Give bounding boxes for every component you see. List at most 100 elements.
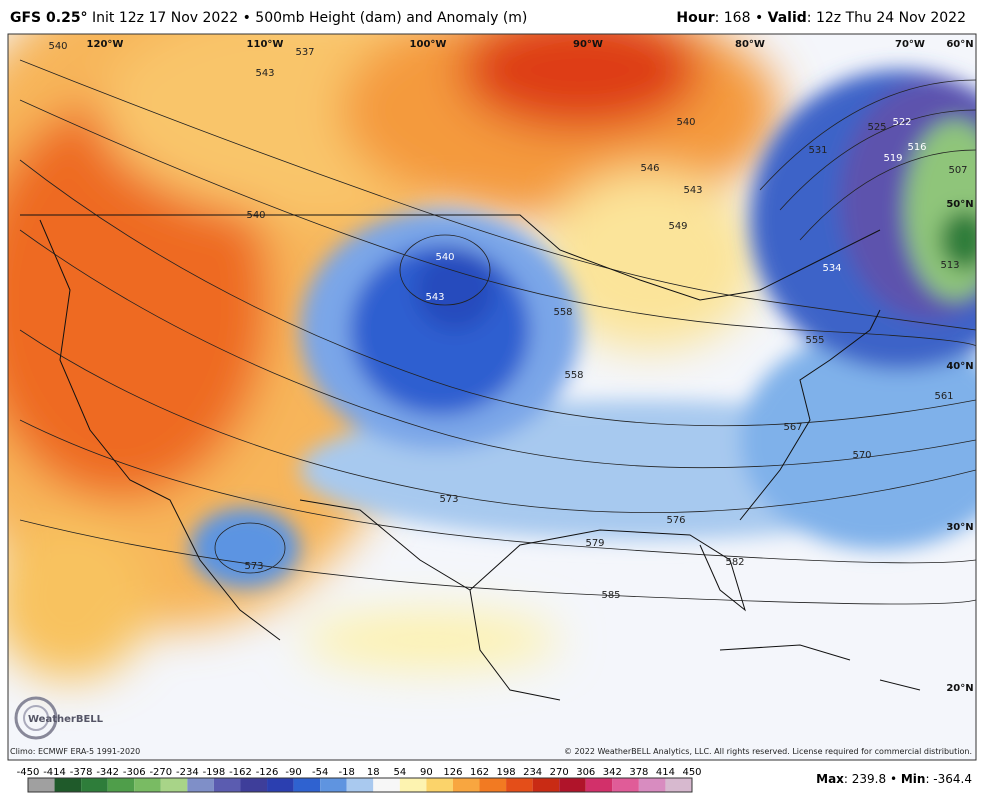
logo-text: WeatherBELL [28, 714, 104, 725]
colorbar-label: 306 [576, 767, 595, 778]
latitude-label: 50°N [946, 199, 973, 210]
color-swatch [134, 778, 161, 792]
contour-label: 507 [948, 165, 967, 176]
color-swatch [612, 778, 639, 792]
colorbar-label: -162 [229, 767, 252, 778]
model: GFS 0.25° [10, 10, 88, 26]
contour-label: 546 [640, 163, 659, 174]
climo: Climo: ECMWF ERA-5 1991-2020 [10, 747, 140, 756]
logo: WeatherBELL [14, 696, 104, 740]
colorbar-label: 54 [393, 767, 406, 778]
colorbar-label: 234 [523, 767, 542, 778]
contour-label: 531 [808, 145, 827, 156]
longitude-label: 80°W [735, 39, 765, 50]
contour-label: 585 [601, 590, 620, 601]
color-swatch [160, 778, 188, 792]
color-swatch [373, 778, 400, 792]
contour-labels: 540 543 537 540 540 546 543 549 540 543 … [48, 41, 967, 601]
color-swatch [81, 778, 108, 792]
contour-label: 540 [435, 252, 454, 263]
colorbar-label: -306 [123, 767, 146, 778]
colorbar: -450 -414 -378 -342 -306 -270 -234 -198 -162 -126… [17, 767, 702, 793]
colorbar-label: 198 [497, 767, 516, 778]
contour-label: 576 [666, 515, 685, 526]
color-swatch [346, 778, 374, 792]
contour-label: 573 [244, 561, 263, 572]
hour-value: : 168 • [715, 10, 768, 26]
color-swatch [479, 778, 507, 792]
latitude-label: 30°N [946, 522, 973, 533]
longitude-label: 90°W [573, 39, 603, 50]
color-swatch [213, 778, 241, 792]
contour-label: 543 [425, 292, 444, 303]
contour-label: 513 [940, 260, 959, 271]
contour-label: 540 [676, 117, 695, 128]
colorbar-label: -234 [176, 767, 199, 778]
header-left: GFS 0.25° Init 12z 17 Nov 2022 • 500mb H… [10, 10, 527, 26]
color-swatch [426, 778, 453, 792]
colorbar-label: -198 [203, 767, 226, 778]
contour-label: 540 [48, 41, 67, 52]
max-value: : 239.8 • [844, 772, 901, 786]
longitude-label: 70°W [895, 39, 925, 50]
color-swatch [452, 778, 480, 792]
longitude-label: 120°W [87, 39, 124, 50]
contour-label: 570 [852, 450, 871, 461]
color-swatch [665, 778, 692, 792]
colorbar-label: 18 [367, 767, 380, 778]
colorbar-label: -90 [285, 767, 301, 778]
hour-label: Hour [676, 10, 714, 26]
color-swatch [107, 778, 135, 792]
copyright: © 2022 WeatherBELL Analytics, LLC. All r… [564, 747, 972, 756]
contour-label: 555 [805, 335, 824, 346]
graticule-labels: 120°W 110°W 100°W 90°W 80°W 70°W 60°N 50… [87, 39, 974, 694]
contour-label: 567 [783, 422, 802, 433]
longitude-label: 110°W [247, 39, 284, 50]
color-swatch [585, 778, 613, 792]
contour-label: 543 [255, 68, 274, 79]
contour-label: 540 [246, 210, 265, 221]
colorbar-label: -414 [43, 767, 66, 778]
color-swatch [506, 778, 533, 792]
valid-value: : 12z Thu 24 Nov 2022 [807, 10, 966, 26]
colorbar-label: 162 [470, 767, 489, 778]
color-swatch [532, 778, 560, 792]
footer-stats: Max: 239.8 • Min: -364.4 [816, 772, 972, 786]
contour-label: 579 [585, 538, 604, 549]
contour-label: 558 [564, 370, 583, 381]
colorbar-label: 342 [603, 767, 622, 778]
contour-label: 561 [934, 391, 953, 402]
contour-label: 525 [867, 122, 886, 133]
color-swatch [399, 778, 427, 792]
colorbar-label: 450 [682, 767, 701, 778]
contour-label: 549 [668, 221, 687, 232]
min-label: Min [901, 772, 926, 786]
contour-label: 558 [553, 307, 572, 318]
colorbar-label: -54 [312, 767, 328, 778]
title: Init 12z 17 Nov 2022 • 500mb Height (dam… [92, 10, 527, 26]
colorbar-label: -270 [149, 767, 172, 778]
contour-label: 516 [907, 142, 926, 153]
colorbar-label: 90 [420, 767, 433, 778]
colorbar-label: -450 [17, 767, 40, 778]
valid-label: Valid [768, 10, 807, 26]
contour-label: 522 [892, 117, 911, 128]
contour-label: 582 [725, 557, 744, 568]
color-swatch [54, 778, 82, 792]
colorbar-label: -126 [256, 767, 279, 778]
latitude-label: 60°N [946, 39, 973, 50]
color-swatch [240, 778, 268, 792]
contour-label: 519 [883, 153, 902, 164]
colorbar-frame [27, 777, 693, 793]
latitude-label: 40°N [946, 361, 973, 372]
color-swatch [293, 778, 321, 792]
colorbar-label: 270 [550, 767, 569, 778]
color-swatch [28, 778, 55, 792]
color-swatch [320, 778, 347, 792]
colorbar-label: -378 [70, 767, 93, 778]
colorbar-label: 126 [443, 767, 462, 778]
colorbar-label: 414 [656, 767, 675, 778]
header-right: Hour: 168 • Valid: 12z Thu 24 Nov 2022 [676, 10, 966, 26]
contour-label: 537 [295, 47, 314, 58]
